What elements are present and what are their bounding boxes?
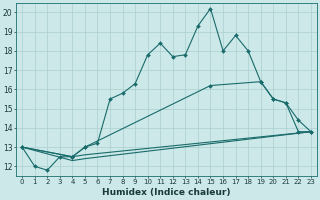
X-axis label: Humidex (Indice chaleur): Humidex (Indice chaleur) [102, 188, 231, 197]
